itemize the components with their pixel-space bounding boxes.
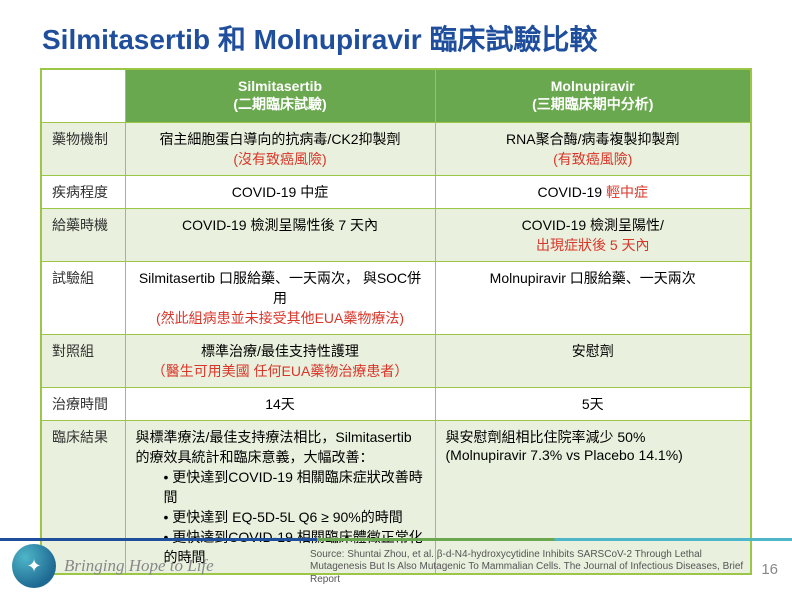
text: COVID-19 <box>538 184 606 200</box>
table-row: 治療時間 14天 5天 <box>41 388 751 421</box>
footer: ✦ Bringing Hope to Life Source: Shuntai … <box>0 538 792 594</box>
header-silmitasertib: Silmitasertib (二期臨床試驗) <box>125 69 435 123</box>
header-blank <box>41 69 125 123</box>
footer-stripe <box>0 538 792 541</box>
text: 與標準療法/最佳支持療法相比，Silmitasertib 的療效具統計和臨床意義… <box>136 429 412 465</box>
row-label: 給藥時機 <box>41 209 125 262</box>
header-c-line2: (三期臨床期中分析) <box>532 96 653 112</box>
text-red: (然此組病患並未接受其他EUA藥物療法) <box>156 310 404 326</box>
cell-b: 標準治療/最佳支持性護理 （醫生可用美國 任何EUA藥物治療患者） <box>125 335 435 388</box>
cell-b: COVID-19 中症 <box>125 176 435 209</box>
list-item: 更快達到COVID-19 相關臨床症狀改善時間 <box>164 467 425 507</box>
text: (Molnupiravir 7.3% vs Placebo 14.1%) <box>446 447 683 463</box>
cell-c: RNA聚合酶/病毒複製抑製劑 (有致癌風險) <box>435 123 751 176</box>
row-label: 治療時間 <box>41 388 125 421</box>
comparison-table-wrap: Silmitasertib (二期臨床試驗) Molnupiravir (三期臨… <box>40 68 752 575</box>
cell-c: COVID-19 檢測呈陽性/ 出現症狀後 5 天內 <box>435 209 751 262</box>
source-citation: Source: Shuntai Zhou, et al. β-d-N4-hydr… <box>310 549 746 587</box>
row-label: 疾病程度 <box>41 176 125 209</box>
text: 與安慰劑組相比住院率減少 50% <box>446 429 646 445</box>
cell-b: Silmitasertib 口服給藥、一天兩次， 與SOC併用 (然此組病患並未… <box>125 262 435 335</box>
text-red: (有致癌風險) <box>553 151 632 167</box>
comparison-table: Silmitasertib (二期臨床試驗) Molnupiravir (三期臨… <box>40 68 752 575</box>
text-red: 輕中症 <box>606 184 648 200</box>
header-b-line1: Silmitasertib <box>238 78 322 94</box>
text: 宿主細胞蛋白導向的抗病毒/CK2抑製劑 <box>159 131 400 147</box>
cell-c: COVID-19 輕中症 <box>435 176 751 209</box>
text-red: (沒有致癌風險) <box>233 151 326 167</box>
page-number: 16 <box>761 561 778 578</box>
cell-b: 宿主細胞蛋白導向的抗病毒/CK2抑製劑 (沒有致癌風險) <box>125 123 435 176</box>
row-label: 藥物機制 <box>41 123 125 176</box>
row-label: 試驗組 <box>41 262 125 335</box>
table-row: 疾病程度 COVID-19 中症 COVID-19 輕中症 <box>41 176 751 209</box>
text: COVID-19 檢測呈陽性/ <box>522 217 664 233</box>
slide-title: Silmitasertib 和 Molnupiravir 臨床試驗比較 <box>0 0 792 68</box>
table-row: 對照組 標準治療/最佳支持性護理 （醫生可用美國 任何EUA藥物治療患者） 安慰… <box>41 335 751 388</box>
cell-c: 5天 <box>435 388 751 421</box>
logo-icon: ✦ <box>12 544 56 588</box>
cell-b: COVID-19 檢測呈陽性後 7 天內 <box>125 209 435 262</box>
text-red: （醫生可用美國 任何EUA藥物治療患者） <box>152 363 409 379</box>
table-row: 藥物機制 宿主細胞蛋白導向的抗病毒/CK2抑製劑 (沒有致癌風險) RNA聚合酶… <box>41 123 751 176</box>
text-red: 出現症狀後 5 天內 <box>536 237 650 253</box>
header-molnupiravir: Molnupiravir (三期臨床期中分析) <box>435 69 751 123</box>
header-c-line1: Molnupiravir <box>551 78 635 94</box>
row-label: 對照組 <box>41 335 125 388</box>
slogan-text: Bringing Hope to Life <box>64 556 214 576</box>
header-b-line2: (二期臨床試驗) <box>233 96 326 112</box>
text: 標準治療/最佳支持性護理 <box>201 343 359 359</box>
text: Silmitasertib 口服給藥、一天兩次， 與SOC併用 <box>139 270 421 306</box>
cell-c: Molnupiravir 口服給藥、一天兩次 <box>435 262 751 335</box>
cell-c: 安慰劑 <box>435 335 751 388</box>
table-row: 試驗組 Silmitasertib 口服給藥、一天兩次， 與SOC併用 (然此組… <box>41 262 751 335</box>
cell-b: 14天 <box>125 388 435 421</box>
table-row: 給藥時機 COVID-19 檢測呈陽性後 7 天內 COVID-19 檢測呈陽性… <box>41 209 751 262</box>
list-item: 更快達到 EQ-5D-5L Q6 ≥ 90%的時間 <box>164 507 425 527</box>
text: RNA聚合酶/病毒複製抑製劑 <box>506 131 679 147</box>
